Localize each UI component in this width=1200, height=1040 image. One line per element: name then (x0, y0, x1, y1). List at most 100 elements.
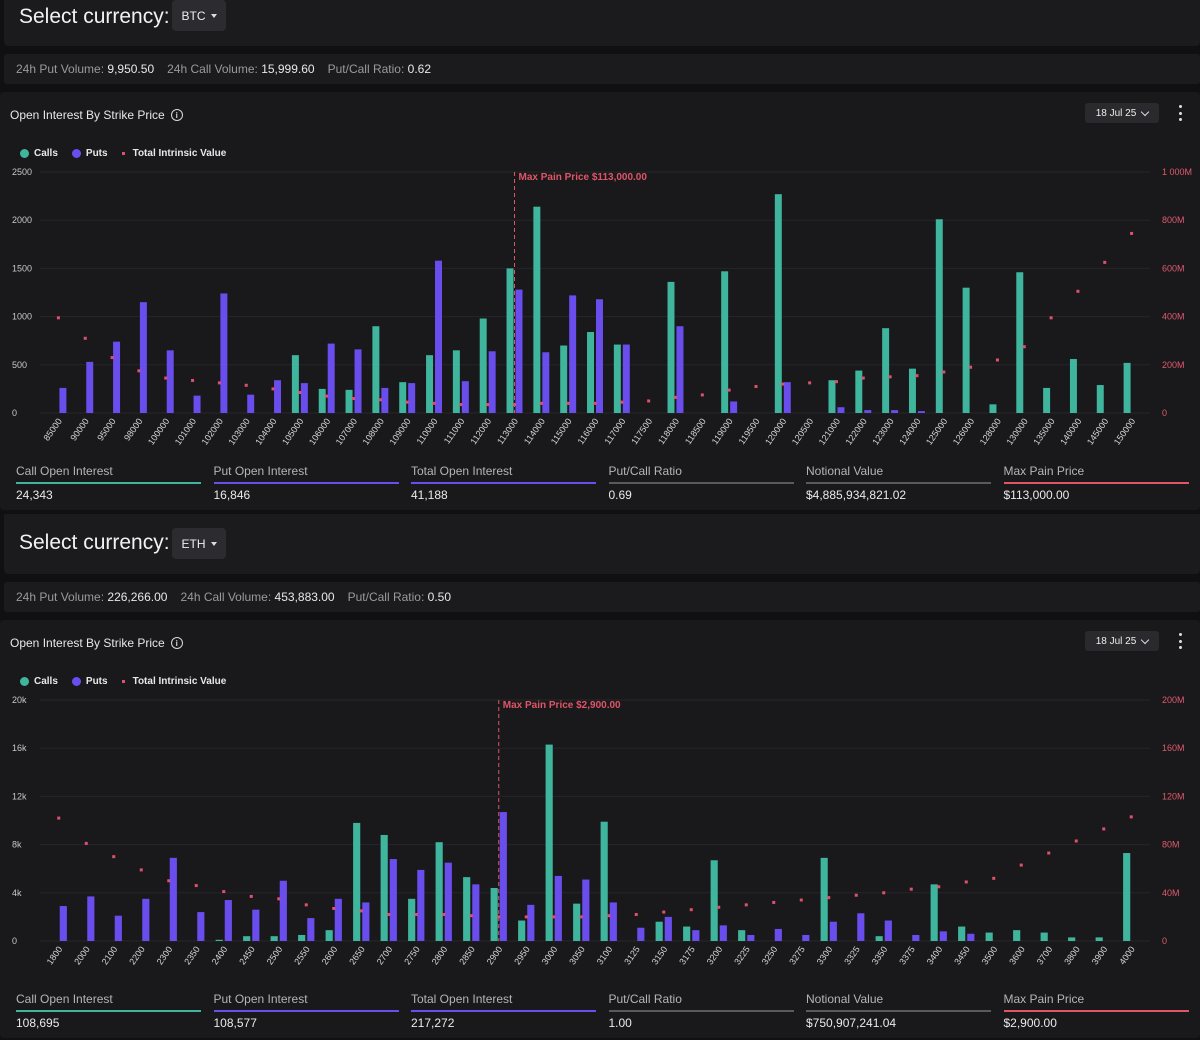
puts-bar[interactable] (86, 361, 94, 413)
legend-calls[interactable]: Calls (20, 676, 58, 687)
calls-bar[interactable] (930, 884, 938, 941)
calls-bar[interactable] (1096, 385, 1104, 413)
calls-bar[interactable] (479, 318, 487, 413)
intrinsic-value-point[interactable] (359, 909, 363, 913)
legend-puts[interactable]: Puts (71, 676, 108, 687)
puts-bar[interactable] (166, 350, 174, 413)
calls-bar[interactable] (325, 930, 333, 941)
calls-bar[interactable] (855, 370, 863, 413)
intrinsic-value-point[interactable] (781, 382, 785, 386)
intrinsic-value-point[interactable] (191, 378, 195, 382)
calls-bar[interactable] (426, 355, 434, 413)
puts-bar[interactable] (664, 916, 672, 941)
puts-bar[interactable] (59, 906, 67, 941)
intrinsic-value-point[interactable] (1076, 289, 1080, 293)
intrinsic-value-point[interactable] (271, 387, 275, 391)
calls-bar[interactable] (828, 380, 836, 413)
puts-bar[interactable] (307, 918, 315, 941)
calls-bar[interactable] (573, 903, 581, 941)
puts-bar[interactable] (774, 928, 782, 941)
puts-bar[interactable] (719, 925, 727, 941)
intrinsic-value-point[interactable] (995, 358, 999, 362)
calls-bar[interactable] (518, 920, 526, 941)
calls-bar[interactable] (774, 194, 782, 413)
intrinsic-value-point[interactable] (1130, 231, 1134, 235)
puts-bar[interactable] (569, 295, 577, 413)
intrinsic-value-point[interactable] (442, 912, 446, 916)
intrinsic-value-point[interactable] (57, 816, 61, 820)
puts-bar[interactable] (884, 920, 892, 941)
puts-bar[interactable] (609, 902, 617, 941)
intrinsic-value-point[interactable] (112, 855, 116, 859)
puts-bar[interactable] (193, 395, 201, 413)
intrinsic-value-point[interactable] (352, 397, 356, 401)
calls-bar[interactable] (298, 934, 306, 941)
puts-bar[interactable] (274, 380, 282, 413)
intrinsic-value-point[interactable] (566, 401, 570, 405)
puts-bar[interactable] (676, 326, 684, 413)
intrinsic-value-point[interactable] (673, 395, 677, 399)
calls-bar[interactable] (560, 345, 568, 413)
calls-bar[interactable] (613, 344, 621, 413)
calls-bar[interactable] (243, 936, 251, 941)
intrinsic-value-point[interactable] (387, 912, 391, 916)
intrinsic-value-point[interactable] (84, 841, 88, 845)
calls-bar[interactable] (1095, 937, 1103, 941)
calls-bar[interactable] (738, 930, 746, 941)
calls-bar[interactable] (1013, 930, 1021, 941)
calls-bar[interactable] (353, 822, 361, 941)
intrinsic-value-point[interactable] (298, 391, 302, 395)
intrinsic-value-point[interactable] (937, 885, 941, 889)
intrinsic-value-point[interactable] (405, 400, 409, 404)
puts-bar[interactable] (113, 341, 121, 413)
calls-bar[interactable] (372, 326, 380, 413)
puts-bar[interactable] (435, 260, 442, 413)
intrinsic-value-point[interactable] (888, 375, 892, 379)
puts-bar[interactable] (939, 931, 947, 941)
intrinsic-value-point[interactable] (497, 915, 501, 919)
intrinsic-value-point[interactable] (727, 388, 731, 392)
intrinsic-value-point[interactable] (244, 383, 248, 387)
calls-bar[interactable] (958, 926, 966, 941)
intrinsic-value-point[interactable] (83, 336, 87, 340)
puts-bar[interactable] (472, 884, 480, 941)
calls-bar[interactable] (435, 842, 443, 941)
legend-intrinsic[interactable]: Total Intrinsic Value (121, 676, 226, 687)
puts-bar[interactable] (139, 302, 147, 413)
legend-puts[interactable]: Puts (71, 148, 108, 159)
puts-bar[interactable] (917, 411, 925, 413)
puts-bar[interactable] (354, 349, 362, 413)
expiry-date-dropdown[interactable]: 18 Jul 25 (1085, 103, 1159, 123)
calls-bar[interactable] (820, 857, 828, 941)
puts-bar[interactable] (857, 913, 865, 941)
info-icon[interactable]: i (170, 637, 183, 649)
intrinsic-value-point[interactable] (861, 376, 865, 380)
currency-dropdown[interactable]: BTC (172, 0, 226, 31)
intrinsic-value-point[interactable] (332, 906, 336, 910)
puts-bar[interactable] (142, 898, 150, 941)
calls-bar[interactable] (882, 328, 890, 413)
puts-bar[interactable] (197, 912, 205, 941)
calls-bar[interactable] (875, 936, 883, 941)
intrinsic-value-point[interactable] (378, 398, 382, 402)
calls-bar[interactable] (506, 268, 514, 413)
calls-bar[interactable] (452, 350, 460, 413)
intrinsic-value-point[interactable] (164, 376, 168, 380)
intrinsic-value-point[interactable] (992, 876, 996, 880)
calls-bar[interactable] (985, 932, 993, 941)
puts-bar[interactable] (864, 410, 872, 413)
calls-bar[interactable] (490, 887, 498, 941)
intrinsic-value-point[interactable] (1047, 851, 1051, 855)
puts-bar[interactable] (515, 289, 523, 413)
puts-bar[interactable] (334, 898, 342, 941)
intrinsic-value-point[interactable] (915, 374, 919, 378)
intrinsic-value-point[interactable] (222, 890, 226, 894)
intrinsic-value-point[interactable] (552, 915, 556, 919)
intrinsic-value-point[interactable] (808, 381, 812, 385)
calls-bar[interactable] (291, 355, 299, 413)
calls-bar[interactable] (1069, 359, 1077, 413)
calls-bar[interactable] (1043, 387, 1051, 413)
puts-bar[interactable] (747, 934, 755, 941)
puts-bar[interactable] (252, 909, 260, 941)
legend-calls[interactable]: Calls (20, 148, 58, 159)
